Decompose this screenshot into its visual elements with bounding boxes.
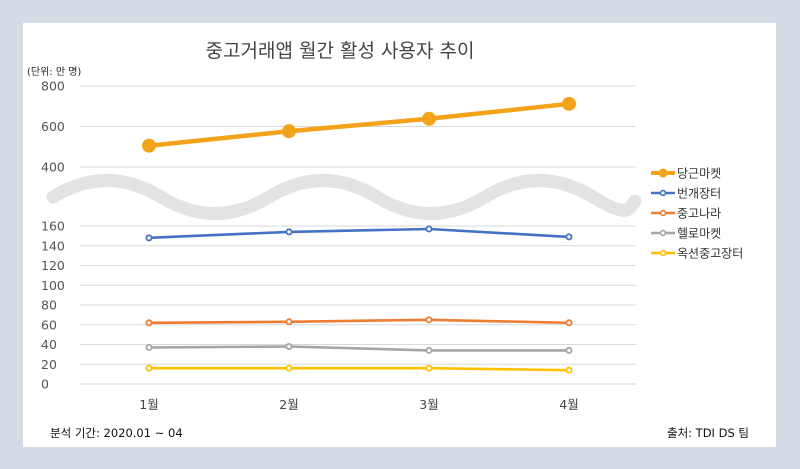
y-tick-label: 40: [41, 337, 57, 352]
data-point: [565, 346, 573, 354]
legend-item: 번개장터: [651, 187, 721, 201]
data-point: [145, 364, 153, 372]
y-tick-label: 20: [41, 357, 57, 372]
y-tick-label: 140: [41, 238, 65, 253]
data-point: [285, 364, 293, 372]
series-line: [148, 318, 570, 325]
data-point: [282, 124, 296, 139]
y-tick-label: 60: [41, 317, 57, 332]
data-point: [422, 111, 436, 126]
y-tick-label: 120: [41, 258, 65, 273]
y-axis-ticks: 800 600 400 160 140 120 100 80 60 40 20 0: [41, 79, 65, 392]
legend-label: 번개장터: [677, 187, 721, 201]
data-point: [565, 366, 573, 374]
series-line: [148, 227, 570, 240]
y-tick-label: 0: [41, 377, 49, 392]
analysis-period: 분석 기간: 2020.01 ~ 04: [50, 426, 183, 440]
data-point: [285, 342, 293, 350]
legend-label: 옥션중고장터: [677, 247, 743, 261]
data-point: [145, 343, 153, 351]
y-tick-label: 600: [41, 119, 65, 134]
data-point: [425, 346, 433, 354]
data-point: [142, 138, 156, 153]
legend-item: 당근마켓: [651, 167, 721, 181]
series-lines: [142, 96, 576, 374]
data-point: [425, 364, 433, 372]
line-chart: 중고거래앱 월간 활성 사용자 추이 (단위: 만 명) 80060040016…: [27, 40, 749, 440]
legend-marker: [659, 249, 667, 257]
chart-card: 중고거래앱 월간 활성 사용자 추이 (단위: 만 명) 800 600 400 16…: [23, 23, 776, 447]
y-tick-label: 100: [41, 278, 65, 293]
source-label: 출처: TDI DS 팀: [667, 426, 749, 440]
legend-item: 헬로마켓: [651, 227, 721, 241]
data-point: [145, 234, 153, 242]
data-point: [425, 316, 433, 324]
legend-label: 당근마켓: [677, 167, 721, 181]
legend-marker: [659, 189, 667, 197]
y-tick-label: 800: [41, 79, 65, 94]
data-point: [285, 228, 293, 236]
axis-break-wave: [46, 174, 642, 220]
legend-label: 중고나라: [677, 207, 721, 221]
y-tick-label: 160: [41, 219, 65, 234]
x-tick-label: 4월: [559, 397, 578, 412]
legend-item: 중고나라: [651, 207, 721, 221]
series-2: [145, 225, 573, 242]
data-point: [562, 96, 576, 111]
x-tick-label: 2월: [279, 397, 298, 412]
series-line: [148, 101, 570, 148]
series-line: [148, 345, 569, 352]
x-axis-ticks: 1월 2월 3월 4월: [139, 397, 578, 412]
x-tick-label: 1월: [139, 397, 158, 412]
y-tick-label: 400: [41, 160, 65, 175]
data-point: [145, 319, 153, 327]
series-line: [149, 366, 570, 372]
data-point: [565, 319, 573, 327]
series-3: [145, 316, 573, 327]
series-4: [145, 342, 573, 354]
x-tick-label: 3월: [419, 397, 438, 412]
legend-label: 헬로마켓: [677, 227, 721, 241]
data-point: [565, 233, 573, 241]
legend-marker: [659, 209, 667, 217]
legend-item: 옥션중고장터: [651, 247, 743, 261]
gridlines: [80, 85, 636, 385]
unit-label: (단위: 만 명): [27, 65, 81, 78]
chart-title: 중고거래앱 월간 활성 사용자 추이: [206, 40, 475, 62]
y-tick-label: 80: [41, 298, 57, 313]
data-point: [285, 318, 293, 326]
series-1: [142, 96, 576, 153]
data-point: [425, 225, 433, 233]
legend-marker: [658, 168, 668, 178]
legend-marker: [659, 229, 667, 237]
series-5: [145, 364, 573, 374]
